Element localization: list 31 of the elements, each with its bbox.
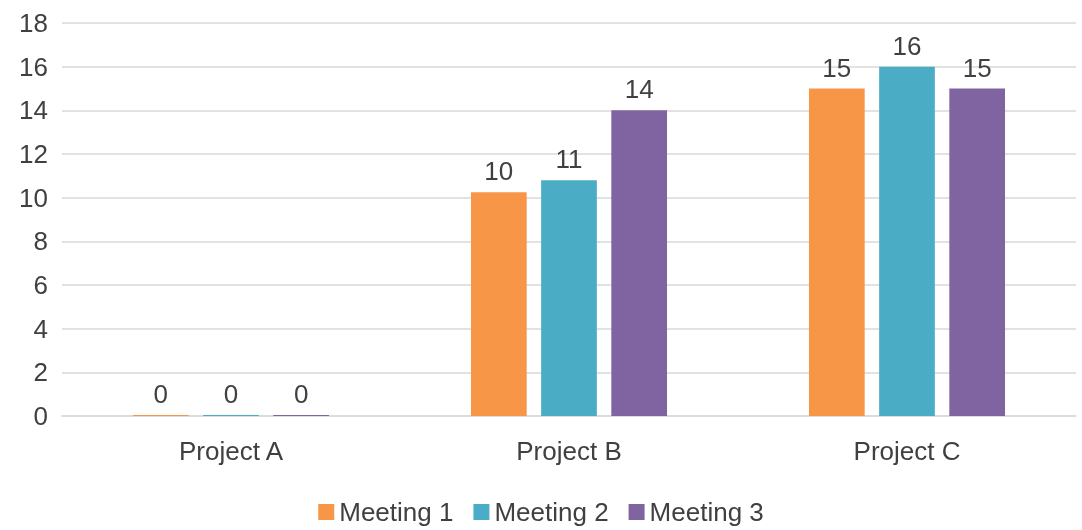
y-tick-label: 6 [33, 270, 48, 300]
x-tick-label: Project C [853, 436, 961, 466]
bar [611, 110, 668, 416]
bar [470, 192, 527, 416]
x-tick-label: Project B [516, 436, 622, 466]
data-label: 0 [293, 379, 309, 409]
y-tick-label: 8 [33, 226, 48, 257]
data-label: 16 [892, 30, 922, 61]
y-tick-label: 16 [19, 51, 48, 82]
y-tick-label: 14 [19, 95, 48, 126]
data-label: 11 [555, 144, 583, 175]
data-label: 10 [484, 156, 514, 187]
bar [808, 88, 865, 416]
data-label: 0 [223, 379, 239, 409]
data-label: 15 [822, 52, 852, 83]
y-tick-label: 4 [33, 313, 48, 344]
data-label: 14 [624, 74, 654, 105]
y-tick-label: 18 [19, 8, 48, 38]
data-label: 0 [153, 379, 169, 409]
legend-label: Meeting 3 [649, 497, 764, 527]
y-tick-label: 12 [19, 139, 48, 169]
y-tick-label: 10 [19, 182, 48, 213]
y-tick-label: 0 [33, 401, 48, 431]
legend-label: Meeting 2 [494, 497, 609, 527]
bar [879, 66, 935, 416]
bar [949, 88, 1006, 416]
data-label: 15 [962, 52, 992, 83]
bar [541, 180, 597, 416]
y-tick-label: 2 [33, 357, 48, 388]
legend-label: Meeting 1 [339, 497, 454, 527]
x-tick-label: Project A [178, 436, 284, 466]
